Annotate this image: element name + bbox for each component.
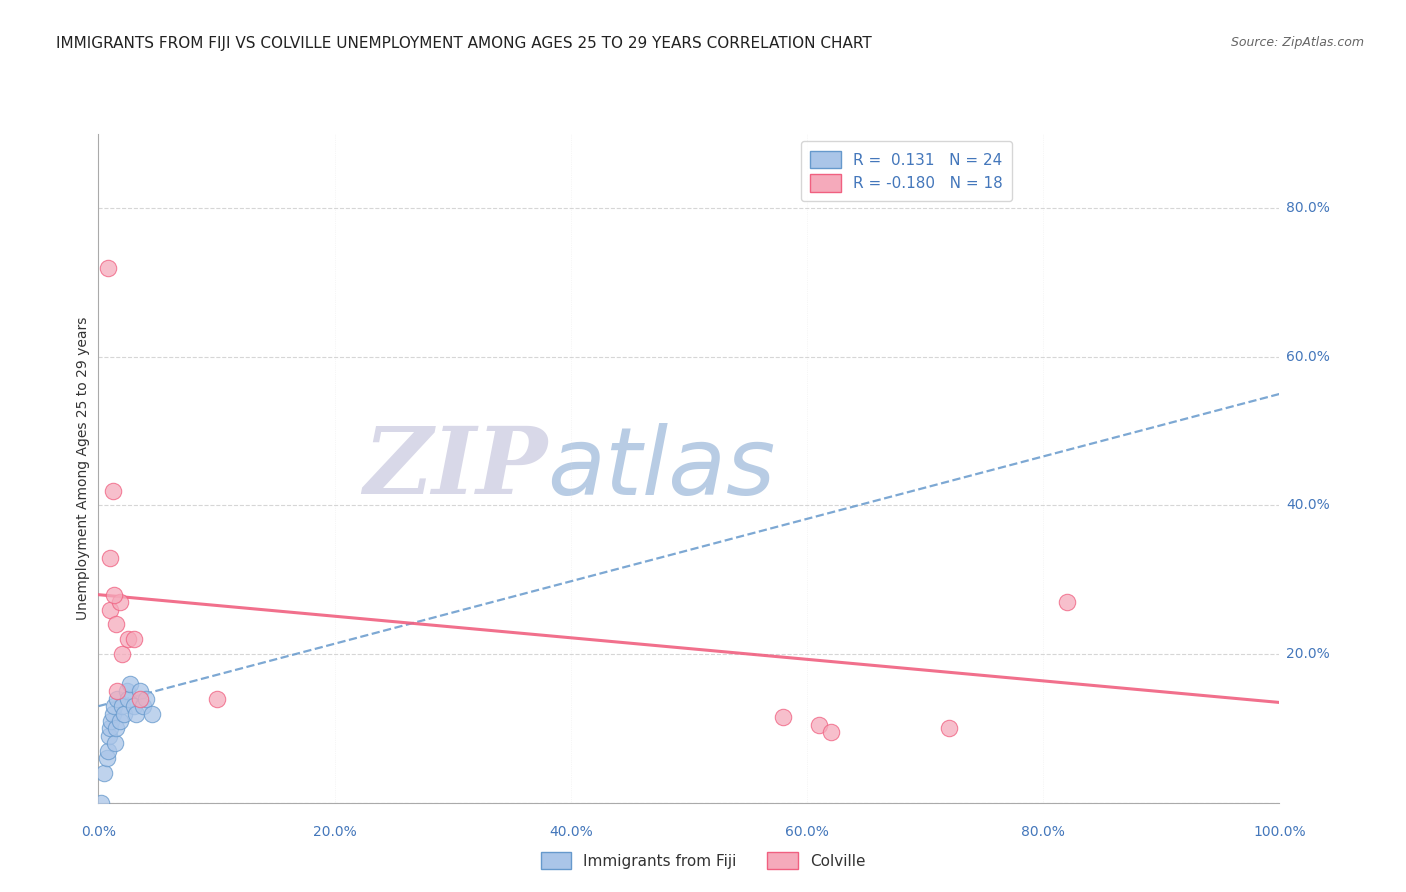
- Point: [125, 706, 148, 721]
- Text: Source: ZipAtlas.com: Source: ZipAtlas.com: [1230, 36, 1364, 49]
- Text: 0.0%: 0.0%: [82, 825, 115, 839]
- Point: [98, 729, 121, 743]
- Point: [98, 550, 121, 565]
- Y-axis label: Unemployment Among Ages 25 to 29 years: Unemployment Among Ages 25 to 29 years: [76, 317, 90, 620]
- Point: [117, 691, 139, 706]
- Point: [141, 706, 163, 721]
- Point: [132, 699, 155, 714]
- Point: [105, 617, 128, 632]
- Point: [135, 691, 157, 706]
- Text: ZIP: ZIP: [363, 424, 547, 513]
- Legend: R =  0.131   N = 24, R = -0.180   N = 18: R = 0.131 N = 24, R = -0.180 N = 18: [801, 142, 1012, 202]
- Text: 40.0%: 40.0%: [548, 825, 593, 839]
- Point: [122, 699, 145, 714]
- Point: [122, 632, 145, 647]
- Point: [93, 766, 115, 780]
- Point: [96, 751, 118, 765]
- Point: [938, 722, 960, 736]
- Text: atlas: atlas: [547, 423, 776, 514]
- Point: [101, 706, 124, 721]
- Text: 80.0%: 80.0%: [1286, 201, 1330, 215]
- Point: [111, 699, 134, 714]
- Point: [120, 677, 142, 691]
- Point: [807, 717, 830, 731]
- Point: [98, 722, 121, 736]
- Text: 100.0%: 100.0%: [1253, 825, 1306, 839]
- Point: [105, 684, 128, 698]
- Point: [128, 684, 150, 698]
- Point: [108, 595, 131, 609]
- Point: [105, 722, 128, 736]
- Point: [772, 710, 794, 724]
- Point: [205, 691, 228, 706]
- Point: [1056, 595, 1078, 609]
- Point: [128, 691, 150, 706]
- Point: [105, 691, 128, 706]
- Point: [108, 714, 131, 728]
- Point: [97, 260, 120, 275]
- Text: 60.0%: 60.0%: [785, 825, 830, 839]
- Point: [117, 632, 139, 647]
- Text: 40.0%: 40.0%: [1286, 499, 1330, 513]
- Point: [111, 647, 134, 661]
- Text: IMMIGRANTS FROM FIJI VS COLVILLE UNEMPLOYMENT AMONG AGES 25 TO 29 YEARS CORRELAT: IMMIGRANTS FROM FIJI VS COLVILLE UNEMPLO…: [56, 36, 872, 51]
- Text: 20.0%: 20.0%: [1286, 647, 1330, 661]
- Point: [101, 483, 124, 498]
- Point: [112, 706, 135, 721]
- Point: [104, 736, 127, 750]
- Point: [820, 725, 842, 739]
- Point: [98, 602, 121, 616]
- Text: 60.0%: 60.0%: [1286, 350, 1330, 364]
- Text: 20.0%: 20.0%: [312, 825, 357, 839]
- Point: [115, 684, 138, 698]
- Point: [103, 699, 125, 714]
- Point: [103, 588, 125, 602]
- Point: [90, 796, 112, 810]
- Point: [97, 744, 120, 758]
- Text: 80.0%: 80.0%: [1021, 825, 1066, 839]
- Point: [100, 714, 122, 728]
- Legend: Immigrants from Fiji, Colville: Immigrants from Fiji, Colville: [534, 846, 872, 875]
